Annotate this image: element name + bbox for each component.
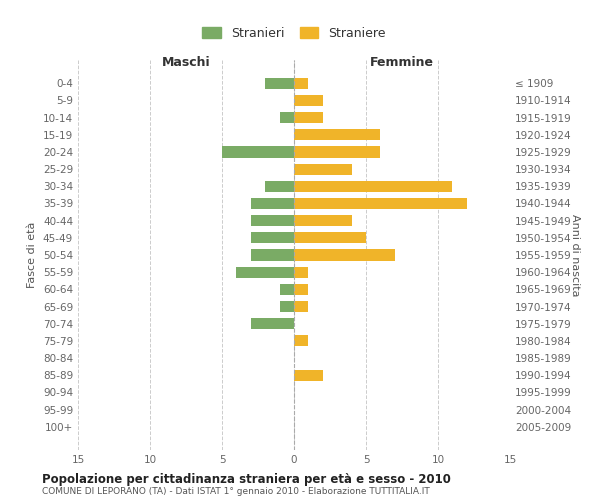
Text: Femmine: Femmine: [370, 56, 434, 69]
Text: Popolazione per cittadinanza straniera per età e sesso - 2010: Popolazione per cittadinanza straniera p…: [42, 472, 451, 486]
Bar: [294, 180, 452, 192]
Bar: [294, 370, 323, 381]
Bar: [251, 198, 294, 209]
Bar: [294, 336, 308, 346]
Bar: [265, 180, 294, 192]
Legend: Stranieri, Straniere: Stranieri, Straniere: [199, 24, 389, 44]
Bar: [251, 215, 294, 226]
Text: Maschi: Maschi: [161, 56, 211, 69]
Bar: [294, 146, 380, 158]
Bar: [294, 284, 308, 295]
Y-axis label: Anni di nascita: Anni di nascita: [570, 214, 580, 296]
Bar: [294, 198, 467, 209]
Bar: [280, 284, 294, 295]
Bar: [265, 78, 294, 89]
Bar: [251, 318, 294, 330]
Bar: [280, 301, 294, 312]
Bar: [294, 164, 352, 174]
Y-axis label: Fasce di età: Fasce di età: [28, 222, 37, 288]
Bar: [251, 250, 294, 260]
Bar: [280, 112, 294, 123]
Bar: [294, 266, 308, 278]
Bar: [294, 112, 323, 123]
Bar: [294, 95, 323, 106]
Bar: [294, 129, 380, 140]
Bar: [294, 78, 308, 89]
Bar: [294, 301, 308, 312]
Bar: [236, 266, 294, 278]
Bar: [251, 232, 294, 243]
Bar: [294, 250, 395, 260]
Text: COMUNE DI LEPORANO (TA) - Dati ISTAT 1° gennaio 2010 - Elaborazione TUTTITALIA.I: COMUNE DI LEPORANO (TA) - Dati ISTAT 1° …: [42, 488, 430, 496]
Bar: [294, 215, 352, 226]
Bar: [222, 146, 294, 158]
Bar: [294, 232, 366, 243]
